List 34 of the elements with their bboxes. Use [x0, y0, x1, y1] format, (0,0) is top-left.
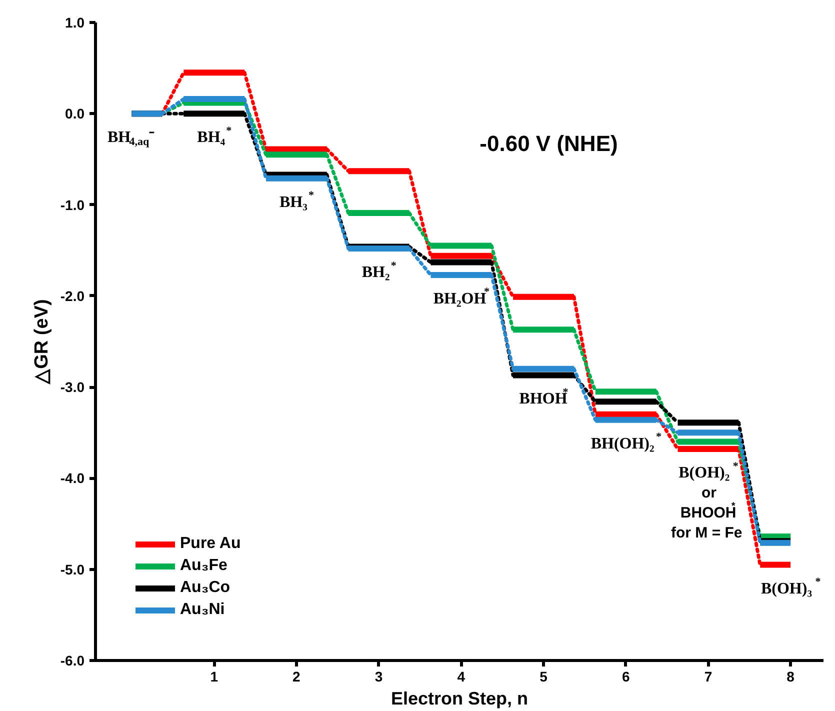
legend-label: Au₃Fe: [180, 557, 228, 575]
y-tick-label: -5.0: [60, 561, 85, 578]
y-tick-label: 1.0: [65, 14, 85, 30]
y-axis-title: △GR (eV): [31, 299, 52, 385]
annotation: B(OH)₃*: [760, 576, 822, 598]
annotation: -0.60 V (NHE): [480, 131, 618, 156]
x-axis-title: Electron Step, n: [390, 688, 528, 708]
annotation: or: [701, 484, 717, 502]
legend-label: Au₃Co: [180, 579, 230, 597]
x-tick-label: 8: [786, 668, 795, 684]
x-tick-label: 2: [292, 668, 301, 684]
y-tick-label: 0.0: [65, 106, 85, 122]
y-tick-label: -6.0: [60, 652, 85, 668]
x-tick-label: 1: [210, 668, 218, 684]
y-tick-label: -4.0: [60, 470, 85, 486]
annotation: BH₃*: [280, 190, 314, 211]
x-tick-label: 4: [457, 668, 466, 684]
x-tick-label: 3: [374, 668, 383, 684]
annotation: BHOH*: [519, 386, 569, 408]
annotation: BH(OH)₂*: [590, 431, 662, 452]
x-tick-label: 5: [540, 668, 548, 684]
annotation: BH₂*: [362, 260, 397, 282]
annotation: for M = Fe: [671, 524, 742, 542]
annotation: BHOOH*: [680, 501, 736, 522]
y-tick-label: -1.0: [60, 196, 85, 213]
x-tick-label: 7: [704, 668, 712, 684]
annotation: B(OH)₂*: [678, 460, 739, 482]
y-tick-label: -3.0: [60, 379, 85, 396]
annotation: BH₂OH*: [433, 286, 490, 308]
annotation: BH₄*: [197, 124, 232, 146]
y-tick-label: -2.0: [60, 288, 85, 304]
x-tick-label: 6: [622, 668, 630, 684]
legend-label: Pure Au: [180, 535, 241, 553]
legend-label: Au₃Ni: [180, 601, 225, 619]
